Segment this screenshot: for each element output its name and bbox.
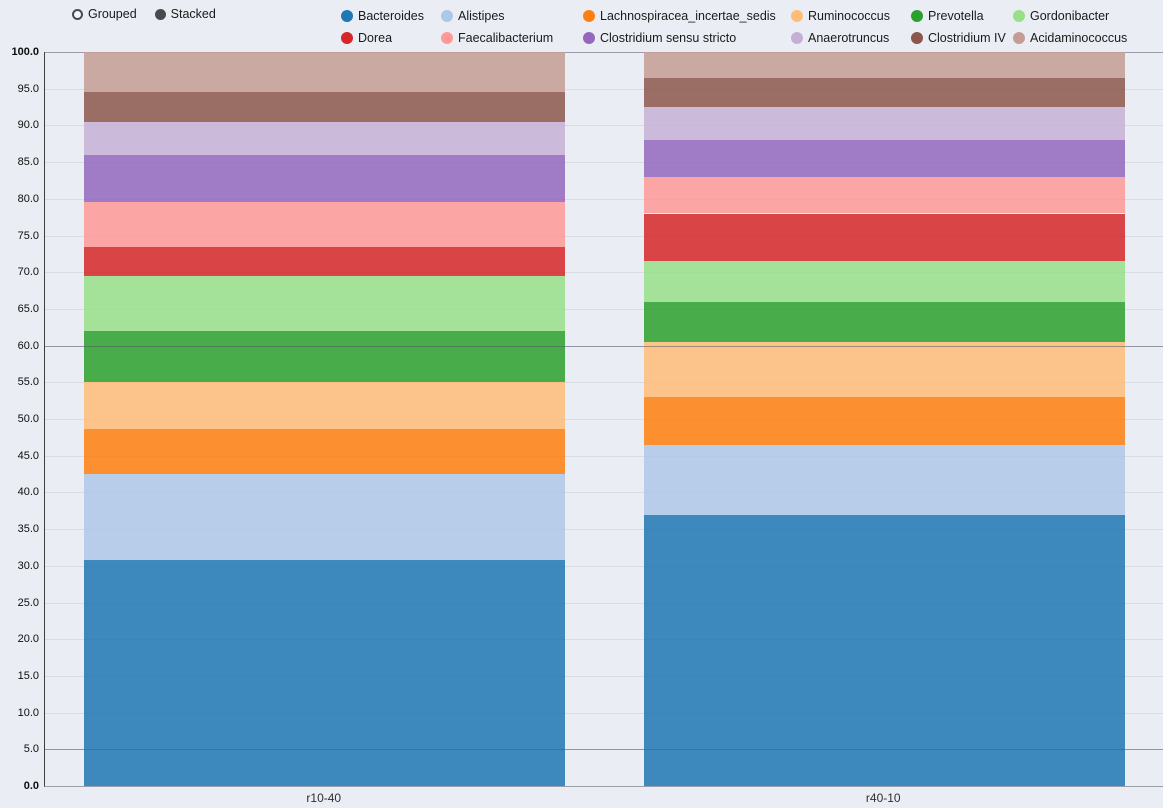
legend-item-label: Gordonibacter: [1030, 8, 1110, 23]
legend-item-label: Faecalibacterium: [458, 30, 554, 45]
bar-segment-prevotella[interactable]: [643, 301, 1125, 342]
legend-item-ruminococcus[interactable]: Ruminococcus: [791, 7, 911, 24]
legend-item-label: Acidaminococcus: [1030, 30, 1128, 45]
y-tick-label: 85.0: [17, 156, 39, 169]
legend-item-clostridium-iv[interactable]: Clostridium IV: [911, 29, 1013, 46]
legend-item-prevotella[interactable]: Prevotella: [911, 7, 1013, 24]
y-tick-label: 55.0: [17, 376, 39, 389]
bar-segment-clostridium-sensu-stricto[interactable]: [643, 140, 1125, 177]
y-tick-label: 5.0: [23, 743, 39, 756]
legend-swatch-icon: [341, 31, 353, 44]
y-tick-label: 45.0: [17, 449, 39, 462]
y-axis: 0.0 5.0 10.0 15.0 20.0 25.0 30.0 35.0 40.0 45.0 50…: [0, 46, 41, 792]
legend-swatch-icon: [1013, 9, 1025, 22]
mode-option-label: Stacked: [170, 7, 216, 21]
y-tick-label: 80.0: [17, 192, 39, 205]
stacked-bar-r10-40: [84, 52, 566, 786]
legend-item-label: Bacteroides: [358, 8, 425, 23]
legend-swatch-icon: [341, 9, 353, 22]
stacked-bar-r40-10: [643, 52, 1125, 786]
y-tick-label: 0.0: [23, 780, 39, 792]
y-tick-label: 15.0: [17, 669, 39, 682]
gridline: [45, 786, 1163, 787]
plot-area: [44, 52, 1163, 787]
legend-swatch-icon: [911, 31, 923, 44]
y-tick-label: 50.0: [17, 413, 39, 425]
legend-swatch-icon: [1013, 31, 1025, 44]
legend-item-label: Alistipes: [458, 8, 505, 23]
bar-segment-bacteroides[interactable]: [643, 515, 1125, 786]
y-tick-label: 90.0: [17, 119, 39, 132]
legend-item-label: Clostridium sensu stricto: [600, 30, 737, 45]
y-tick-label: 40.0: [17, 486, 39, 499]
bar-segment-gordonibacter[interactable]: [84, 275, 566, 331]
bar-segment-dorea[interactable]: [643, 213, 1125, 262]
legend-swatch-icon: [911, 9, 923, 22]
legend-item-anaerotruncus[interactable]: Anaerotruncus: [791, 29, 911, 46]
mode-option-stacked[interactable]: Stacked: [154, 7, 216, 21]
y-tick-label: 20.0: [17, 633, 39, 646]
mode-option-grouped[interactable]: Grouped: [72, 7, 137, 21]
bar-segment-clostridium-iv[interactable]: [643, 77, 1125, 108]
bar-segment-alistipes[interactable]: [84, 474, 566, 560]
y-tick-label: 65.0: [17, 302, 39, 315]
y-tick-label: 35.0: [17, 523, 39, 536]
legend-item-gordonibacter[interactable]: Gordonibacter: [1013, 7, 1161, 24]
y-tick-label: 25.0: [17, 596, 39, 609]
bar-segment-lachnospiracea-incertae-sedis[interactable]: [643, 397, 1125, 445]
bar-segment-bacteroides[interactable]: [84, 559, 566, 786]
legend-item-label: Lachnospiracea_incertae_sedis: [600, 8, 776, 23]
series-legend: Bacteroides Alistipes Lachnospiracea_incer…: [341, 7, 1161, 46]
bar-segment-dorea[interactable]: [84, 246, 566, 276]
legend-swatch-icon: [583, 31, 595, 44]
bar-segment-lachnospiracea-incertae-sedis[interactable]: [84, 428, 566, 475]
radio-selected-icon: [154, 8, 166, 20]
legend-swatch-icon: [583, 9, 595, 22]
bar-segment-clostridium-iv[interactable]: [84, 92, 566, 122]
y-tick-label: 100.0: [11, 46, 39, 58]
y-tick-label: 10.0: [17, 706, 39, 719]
bar-segment-clostridium-sensu-stricto[interactable]: [84, 154, 566, 203]
bar-segment-prevotella[interactable]: [84, 330, 566, 383]
legend-swatch-icon: [441, 9, 453, 22]
bar-segment-gordonibacter[interactable]: [643, 261, 1125, 302]
x-axis-label: r10-40: [306, 791, 342, 805]
legend-item-label: Prevotella: [928, 8, 984, 23]
y-tick-label: 60.0: [17, 339, 39, 352]
y-tick-label: 95.0: [17, 82, 39, 95]
bar-segment-faecalibacterium[interactable]: [84, 202, 566, 247]
legend-item-acidaminococcus[interactable]: Acidaminococcus: [1013, 29, 1161, 46]
legend-item-alistipes[interactable]: Alistipes: [441, 7, 583, 24]
legend-item-label: Clostridium IV: [928, 30, 1006, 45]
x-axis-label: r40-10: [865, 791, 901, 805]
legend-item-lachnospiracea-incertae-sedis[interactable]: Lachnospiracea_incertae_sedis: [583, 7, 791, 24]
y-tick-label: 75.0: [17, 229, 39, 242]
legend-item-bacteroides[interactable]: Bacteroides: [341, 7, 441, 24]
bar-segment-acidaminococcus[interactable]: [643, 52, 1125, 78]
y-tick-label: 70.0: [17, 266, 39, 279]
bar-segment-acidaminococcus[interactable]: [84, 52, 566, 93]
y-tick-label: 30.0: [17, 559, 39, 572]
legend-swatch-icon: [791, 9, 803, 22]
legend-item-dorea[interactable]: Dorea: [341, 29, 441, 46]
legend-item-label: Dorea: [358, 30, 393, 45]
bar-segment-anaerotruncus[interactable]: [643, 107, 1125, 141]
legend-item-clostridium-sensu-stricto[interactable]: Clostridium sensu stricto: [583, 29, 791, 46]
mode-option-label: Grouped: [88, 7, 137, 21]
bar-segment-ruminococcus[interactable]: [643, 341, 1125, 397]
legend-swatch-icon: [441, 31, 453, 44]
legend-item-faecalibacterium[interactable]: Faecalibacterium: [441, 29, 583, 46]
bar-segment-alistipes[interactable]: [643, 444, 1125, 516]
chart-mode-toggle: Grouped Stacked: [72, 7, 216, 21]
bar-segment-faecalibacterium[interactable]: [643, 176, 1125, 214]
legend-item-label: Ruminococcus: [808, 8, 890, 23]
bar-segment-ruminococcus[interactable]: [84, 382, 566, 429]
bar-segment-anaerotruncus[interactable]: [84, 121, 566, 155]
legend-item-label: Anaerotruncus: [808, 30, 890, 45]
legend-swatch-icon: [791, 31, 803, 44]
radio-unselected-icon: [72, 8, 83, 20]
